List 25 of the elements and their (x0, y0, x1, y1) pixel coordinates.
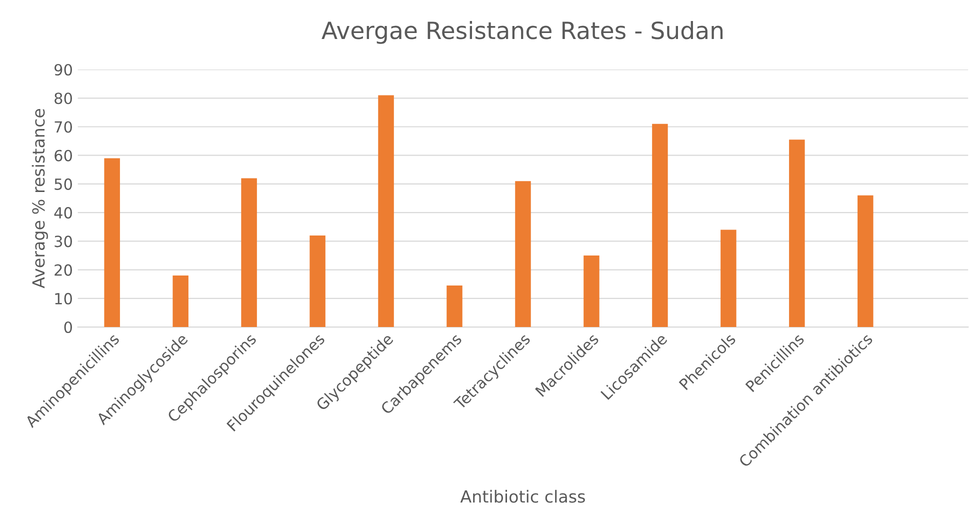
y-tick-label: 0 (64, 321, 72, 334)
y-tick-label: 30 (54, 236, 72, 248)
bar (241, 178, 257, 328)
bar (858, 195, 874, 328)
y-tick-label: 90 (54, 64, 72, 76)
y-tick-label: 80 (54, 92, 72, 104)
bar (310, 235, 326, 328)
bar (104, 158, 120, 328)
y-tick-label: 60 (54, 150, 72, 162)
y-tick-label: 20 (54, 264, 72, 276)
bar (446, 286, 462, 328)
bar (172, 276, 188, 328)
chart-title: Avergae Resistance Rates - Sudan (322, 21, 723, 44)
y-tick-label: 50 (54, 178, 72, 190)
x-axis-title: Antibiotic class (460, 490, 585, 503)
y-tick-label: 70 (54, 121, 72, 133)
bar (515, 181, 531, 328)
y-tick-label: 40 (54, 207, 72, 219)
bar (652, 124, 668, 328)
y-tick-label: 10 (55, 292, 72, 304)
bar (720, 230, 736, 328)
y-axis-title: Average % resistance (32, 109, 48, 288)
bar (378, 95, 394, 328)
bar (789, 140, 805, 328)
bar (584, 255, 600, 328)
